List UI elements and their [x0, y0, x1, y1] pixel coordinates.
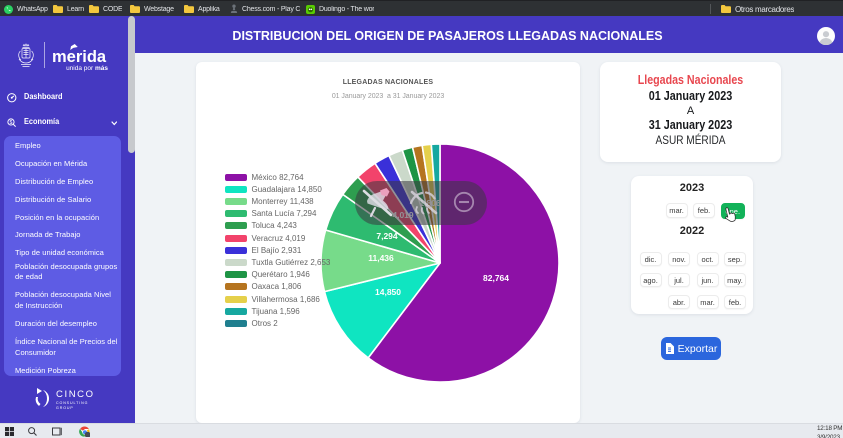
svg-text:82,764: 82,764 [483, 273, 509, 283]
svg-text:7,294: 7,294 [376, 231, 398, 241]
svg-text:14,850: 14,850 [375, 287, 401, 297]
svg-text:11,436: 11,436 [368, 253, 394, 263]
svg-text:$: $ [10, 120, 13, 126]
